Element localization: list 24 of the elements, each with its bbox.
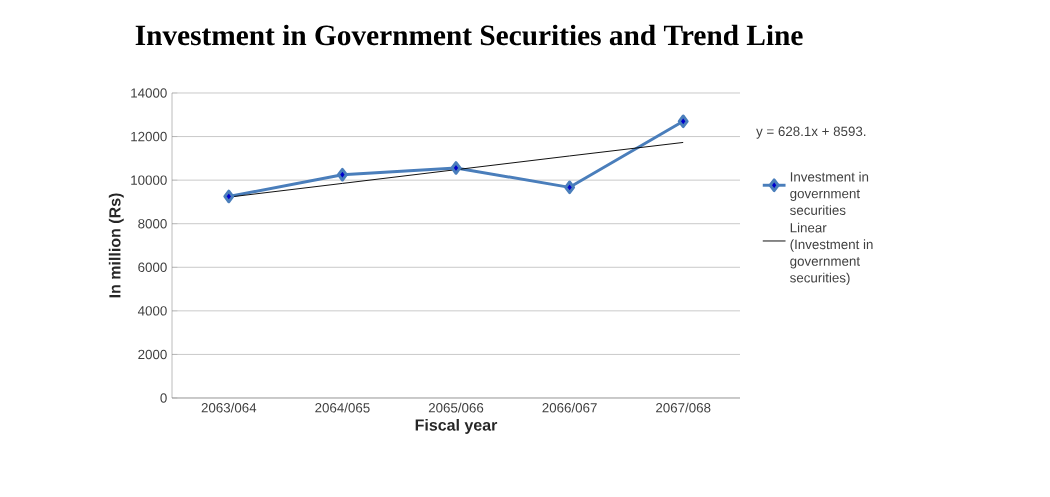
y-tick-label: 0: [160, 393, 167, 403]
y-tick-label: 8000: [138, 219, 167, 229]
x-tick-label: 2064/065: [315, 402, 370, 413]
point: [336, 167, 348, 182]
x-tick-label: 2063/064: [201, 402, 257, 413]
x-tick-label: 2067/068: [656, 402, 711, 413]
y-axis-title: In million (Rs): [108, 193, 124, 298]
point: [677, 114, 689, 129]
y-tick-label: 2000: [138, 349, 167, 360]
text: y = 628.1x + 8593.: [756, 126, 866, 139]
point: [223, 189, 235, 204]
point: [564, 180, 576, 195]
y-tick-label: 12000: [131, 131, 167, 142]
text: Linear (Investment in government securities): [790, 222, 873, 286]
y-tick-label: 14000: [131, 88, 167, 98]
x-axis-title: Fiscal year: [415, 419, 498, 434]
chart-title: Investment in Government Securities and Trend Line: [135, 24, 803, 46]
legend-label: Investment in government securities: [790, 171, 869, 215]
y-tick-label: 4000: [137, 306, 167, 316]
point: [450, 161, 462, 175]
x-tick-label: 2066/067: [542, 402, 597, 413]
y-tick-label: 10000: [131, 175, 167, 185]
y-tick-label: 6000: [138, 262, 167, 272]
x-tick-label: 2065/066: [428, 402, 484, 413]
